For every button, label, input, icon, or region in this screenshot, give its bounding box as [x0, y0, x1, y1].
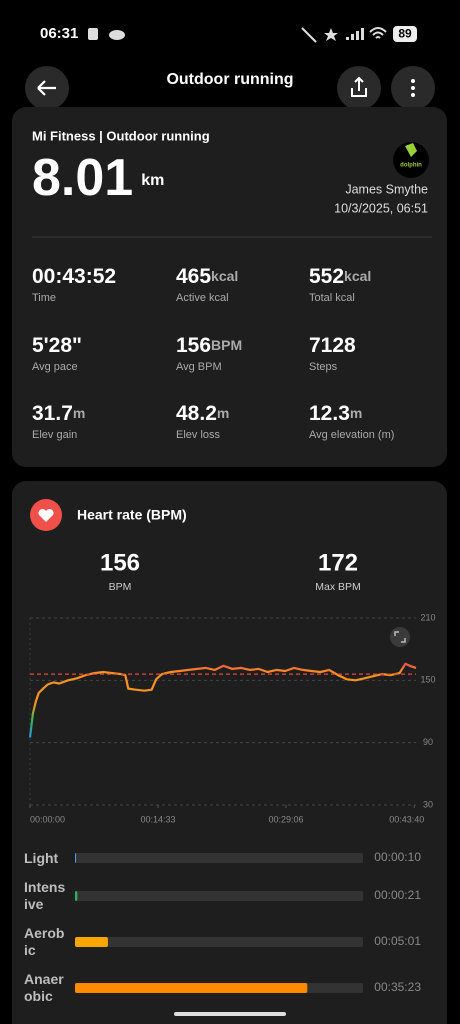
max-bpm: 172 [318, 549, 358, 576]
metric-value: 156BPM [176, 334, 242, 357]
logo [393, 142, 429, 178]
user: James Smythe [345, 182, 428, 196]
metric-number: 12.3 [309, 402, 350, 425]
zone-time: 00:00:21 [374, 888, 421, 902]
signal-icon [346, 28, 364, 40]
heart-icon [38, 508, 54, 522]
datetime: 10/3/2025, 06:51 [334, 201, 428, 215]
status-icon [88, 28, 98, 40]
metric-number: 552 [309, 265, 344, 288]
zoom-button[interactable] [390, 627, 410, 647]
metric-label: Elev loss [176, 429, 221, 441]
metric-unit: m [217, 405, 229, 421]
metric-unit: m [73, 405, 85, 421]
battery [393, 26, 417, 42]
y-tick-label: 90 [423, 737, 433, 747]
zone-time: 00:00:10 [374, 850, 421, 864]
metric-value: 552kcal [309, 265, 371, 288]
source: Mi Fitness | Outdoor running [32, 128, 210, 143]
metric-number: 465 [176, 265, 211, 288]
home-indicator [174, 1012, 286, 1016]
metric-number: 7128 [309, 334, 356, 357]
back-icon [37, 80, 56, 96]
zone-bar [75, 937, 108, 947]
zone-track [75, 891, 363, 901]
metric-label: Steps [309, 361, 338, 373]
metric-label: Avg pace [32, 361, 78, 373]
status-time: 06:31 [40, 25, 78, 42]
dot [411, 79, 415, 83]
zone-track [75, 853, 363, 863]
heart-title: Heart rate (BPM) [77, 507, 187, 523]
metric-unit: kcal [211, 268, 238, 284]
cloud-icon [109, 30, 125, 40]
logo-text: dolphin [400, 163, 422, 169]
metric-value: 31.7m [32, 402, 85, 425]
metric-label: Active kcal [176, 292, 229, 304]
metric-number: 5'28" [32, 334, 82, 357]
metric-value: 12.3m [309, 402, 362, 425]
metric-value: 00:43:52 [32, 265, 116, 288]
star-icon [324, 28, 338, 41]
zone-track [75, 937, 363, 947]
distance: 8.01 km [32, 149, 164, 207]
metric-label: Avg BPM [176, 361, 222, 373]
metric-value: 7128 [309, 334, 356, 357]
zone-name: Intensive [24, 879, 66, 912]
heart-rate-line [28, 662, 417, 738]
distance-unit: km [141, 172, 164, 189]
zoom-icon [394, 631, 406, 643]
metric-value: 48.2m [176, 402, 229, 425]
metric-label: Time [32, 292, 56, 304]
y-tick-label: 210 [420, 612, 435, 622]
metric-number: 48.2 [176, 402, 217, 425]
wifi-icon [369, 27, 387, 39]
mute-icon [301, 27, 317, 43]
metric-number: 31.7 [32, 402, 73, 425]
metric-unit: kcal [344, 268, 371, 284]
x-tick-label: 00:29:06 [269, 814, 304, 824]
dot [411, 93, 415, 97]
metric-unit: BPM [211, 337, 242, 353]
metric-number: 156 [176, 334, 211, 357]
metric-value: 465kcal [176, 265, 238, 288]
battery-level: 89 [398, 27, 412, 41]
metric-value: 5'28" [32, 334, 82, 357]
share-icon [351, 76, 367, 97]
zone-bar [75, 853, 77, 863]
metric-label: Elev gain [32, 429, 77, 441]
zone-name: Anaerobic [24, 971, 64, 1004]
zone-bar [75, 891, 78, 901]
x-tick-label: 00:43:40 [389, 814, 424, 824]
avg-bpm: 156 [100, 549, 140, 576]
metric-label: Avg elevation (m) [309, 429, 394, 441]
summary-card [12, 107, 447, 467]
dot [411, 86, 415, 90]
metric-number: 00:43:52 [32, 265, 116, 288]
header-title: Outdoor running [166, 71, 293, 88]
zone-name: Aerobic [24, 925, 65, 958]
metric-unit: m [350, 405, 362, 421]
logo-mark [405, 143, 417, 157]
heart-card [12, 481, 447, 1024]
y-tick-label: 30 [423, 799, 433, 809]
zone-bar [75, 983, 308, 993]
metric-label: Total kcal [309, 292, 355, 304]
x-tick-label: 00:00:00 [30, 814, 65, 824]
y-tick-label: 150 [420, 675, 435, 685]
zone-name: Light [24, 849, 59, 866]
zone-time: 00:35:23 [374, 980, 421, 994]
max-bpm-label: Max BPM [315, 581, 361, 593]
avg-bpm-label: BPM [109, 581, 132, 593]
x-tick-label: 00:14:33 [141, 814, 176, 824]
distance-value: 8.01 [32, 149, 133, 207]
zone-time: 00:05:01 [374, 934, 421, 948]
